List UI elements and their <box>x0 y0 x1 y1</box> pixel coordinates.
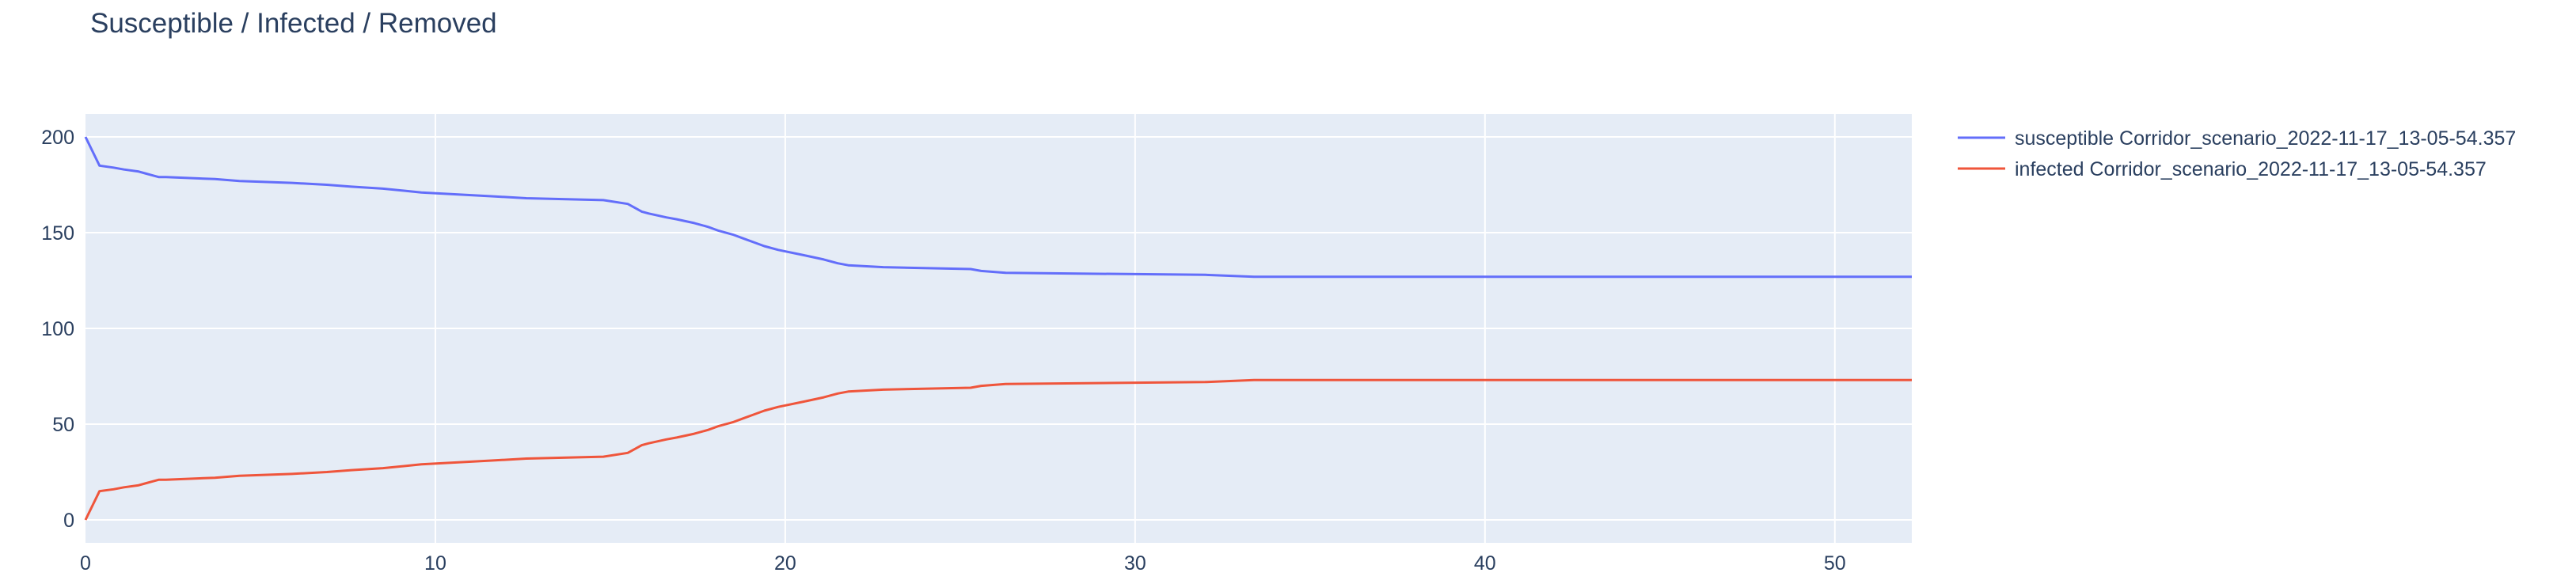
y-tick-label: 100 <box>41 318 74 340</box>
series-line-0 <box>84 136 1912 279</box>
x-axis-tick-labels: 0 10 20 30 40 50 <box>80 552 1846 575</box>
y-tick-label: 50 <box>52 414 74 436</box>
y-tick-label: 0 <box>63 510 74 532</box>
x-tick-label: 0 <box>80 552 91 575</box>
legend-label: infected Corridor_scenario_2022-11-17_13… <box>2015 158 2487 180</box>
legend[interactable]: susceptible Corridor_scenario_2022-11-17… <box>1958 127 2516 180</box>
chart-title: Susceptible / Infected / Removed <box>90 8 497 39</box>
x-tick-label: 30 <box>1124 552 1146 575</box>
legend-label: susceptible Corridor_scenario_2022-11-17… <box>2015 127 2516 150</box>
x-tick-label: 50 <box>1824 552 1846 575</box>
x-tick-label: 10 <box>424 552 446 575</box>
y-tick-label: 200 <box>41 127 74 149</box>
legend-item-0[interactable]: susceptible Corridor_scenario_2022-11-17… <box>1958 127 2516 150</box>
legend-item-1[interactable]: infected Corridor_scenario_2022-11-17_13… <box>1958 158 2487 180</box>
y-axis-tick-labels: 0 50 100 150 200 <box>41 127 74 532</box>
grid-lines <box>85 114 1912 543</box>
series-line-1 <box>84 378 1912 521</box>
series-lines <box>84 136 1912 521</box>
x-tick-label: 40 <box>1474 552 1496 575</box>
y-tick-label: 150 <box>41 222 74 245</box>
x-tick-label: 20 <box>774 552 796 575</box>
